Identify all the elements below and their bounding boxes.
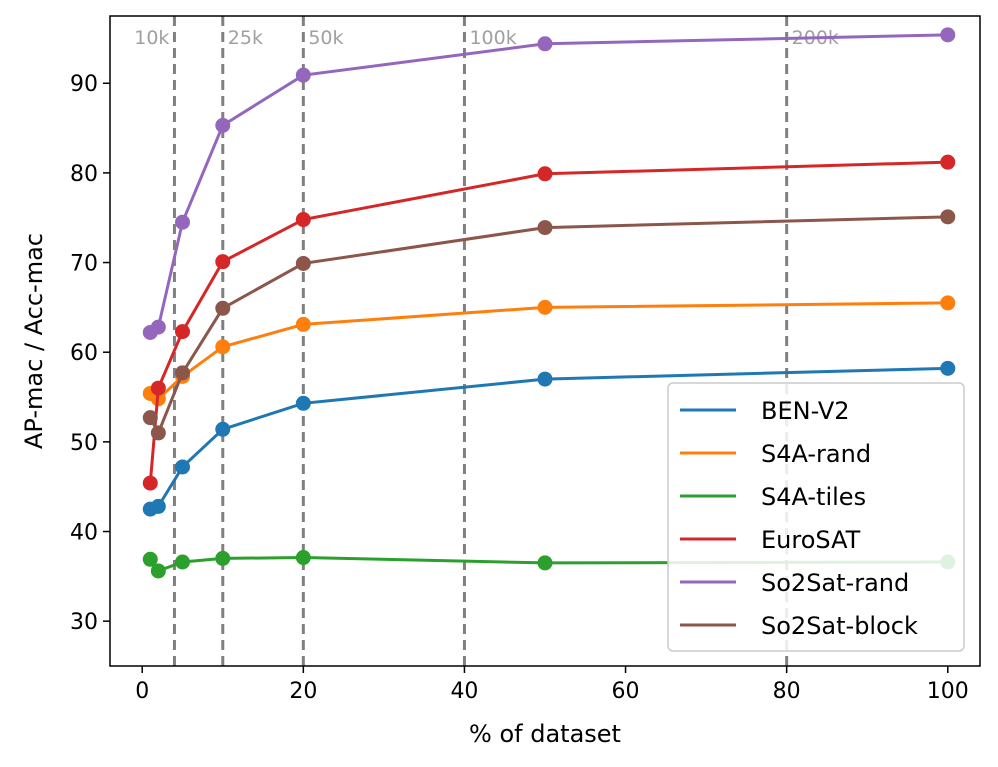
data-point-eurosat bbox=[940, 154, 956, 170]
x-tick-label: 80 bbox=[773, 679, 801, 704]
y-axis-title: AP-mac / Acc-mac bbox=[20, 233, 48, 449]
data-point-s4a-tiles bbox=[175, 554, 190, 570]
legend-label-ben-v2: BEN-V2 bbox=[761, 397, 850, 425]
data-point-so2sat-rand bbox=[175, 214, 190, 230]
y-tick-label: 60 bbox=[70, 341, 98, 366]
data-point-ben-v2 bbox=[215, 421, 231, 437]
legend-label-eurosat: EuroSAT bbox=[761, 526, 861, 554]
series-so2sat-rand bbox=[142, 27, 956, 340]
series-layer bbox=[142, 27, 956, 579]
legend-item-so2sat-rand[interactable]: So2Sat-rand bbox=[680, 569, 909, 597]
reference-line-label-50k: 50k bbox=[308, 27, 343, 49]
legend-label-s4a-rand: S4A-rand bbox=[761, 440, 871, 468]
legend-item-ben-v2[interactable]: BEN-V2 bbox=[680, 397, 850, 425]
data-point-ben-v2 bbox=[940, 360, 956, 376]
reference-line-label-25k: 25k bbox=[228, 27, 263, 49]
y-tick-label: 30 bbox=[70, 610, 98, 635]
data-point-ben-v2 bbox=[150, 498, 166, 514]
plot-frame bbox=[109, 15, 981, 667]
data-point-so2sat-rand bbox=[537, 36, 553, 52]
data-point-so2sat-rand bbox=[295, 67, 311, 83]
data-point-s4a-rand bbox=[537, 299, 553, 315]
x-tick-label: 40 bbox=[450, 679, 478, 704]
data-point-so2sat-block bbox=[142, 410, 158, 426]
series-eurosat bbox=[142, 154, 956, 491]
data-point-so2sat-rand bbox=[940, 27, 956, 43]
x-tick-label: 100 bbox=[927, 679, 969, 704]
data-point-s4a-tiles bbox=[150, 563, 166, 579]
series-ben-v2 bbox=[142, 360, 956, 517]
data-point-ben-v2 bbox=[537, 371, 553, 387]
data-point-so2sat-rand bbox=[150, 319, 166, 335]
data-point-eurosat bbox=[142, 475, 158, 491]
data-point-s4a-tiles bbox=[537, 555, 553, 571]
legend-item-s4a-rand[interactable]: S4A-rand bbox=[680, 440, 871, 468]
data-point-eurosat bbox=[295, 212, 311, 228]
data-point-so2sat-block bbox=[150, 425, 166, 441]
data-point-so2sat-block bbox=[215, 300, 231, 316]
y-tick-label: 80 bbox=[70, 162, 98, 187]
data-point-so2sat-block bbox=[940, 209, 956, 225]
x-tick-label: 0 bbox=[135, 679, 149, 704]
legend-item-s4a-tiles[interactable]: S4A-tiles bbox=[680, 483, 866, 511]
legend-label-so2sat-block: So2Sat-block bbox=[761, 612, 918, 640]
y-tick-label: 50 bbox=[70, 431, 98, 456]
data-point-so2sat-block bbox=[175, 365, 190, 381]
data-point-so2sat-block bbox=[295, 255, 311, 271]
data-point-eurosat bbox=[537, 166, 553, 182]
data-point-s4a-tiles bbox=[295, 550, 311, 566]
data-point-ben-v2 bbox=[175, 459, 190, 475]
y-axis: 30 40 50 60 70 80 90 bbox=[70, 72, 110, 635]
legend-label-so2sat-rand: So2Sat-rand bbox=[761, 569, 909, 597]
reference-line-label-100k: 100k bbox=[469, 27, 516, 49]
x-tick-label: 60 bbox=[612, 679, 640, 704]
x-axis: 0 20 40 60 80 100 bbox=[135, 666, 969, 704]
legend-item-eurosat[interactable]: EuroSAT bbox=[680, 526, 861, 554]
data-point-so2sat-block bbox=[537, 220, 553, 236]
legend[interactable]: BEN-V2 S4A-rand S4A-tiles EuroSAT So2Sat-ran… bbox=[667, 382, 965, 652]
legend-label-s4a-tiles: S4A-tiles bbox=[761, 483, 866, 511]
data-point-eurosat bbox=[150, 380, 166, 396]
data-point-s4a-rand bbox=[940, 295, 956, 311]
legend-item-so2sat-block[interactable]: So2Sat-block bbox=[680, 612, 918, 640]
legend-box bbox=[667, 382, 965, 652]
data-point-ben-v2 bbox=[295, 395, 311, 411]
reference-line-label-10k: 10k bbox=[134, 27, 169, 49]
data-point-s4a-tiles bbox=[142, 551, 158, 567]
data-point-eurosat bbox=[215, 254, 231, 270]
data-point-eurosat bbox=[175, 324, 190, 340]
y-tick-label: 40 bbox=[70, 521, 98, 546]
data-point-s4a-tiles bbox=[215, 550, 231, 566]
series-so2sat-block bbox=[142, 209, 956, 441]
x-tick-label: 20 bbox=[289, 679, 317, 704]
x-axis-title: % of dataset bbox=[469, 720, 621, 748]
data-point-so2sat-rand bbox=[215, 117, 231, 133]
y-tick-label: 90 bbox=[70, 72, 98, 97]
data-point-s4a-rand bbox=[215, 339, 231, 355]
y-tick-label: 70 bbox=[70, 252, 98, 277]
data-point-s4a-rand bbox=[295, 316, 311, 332]
